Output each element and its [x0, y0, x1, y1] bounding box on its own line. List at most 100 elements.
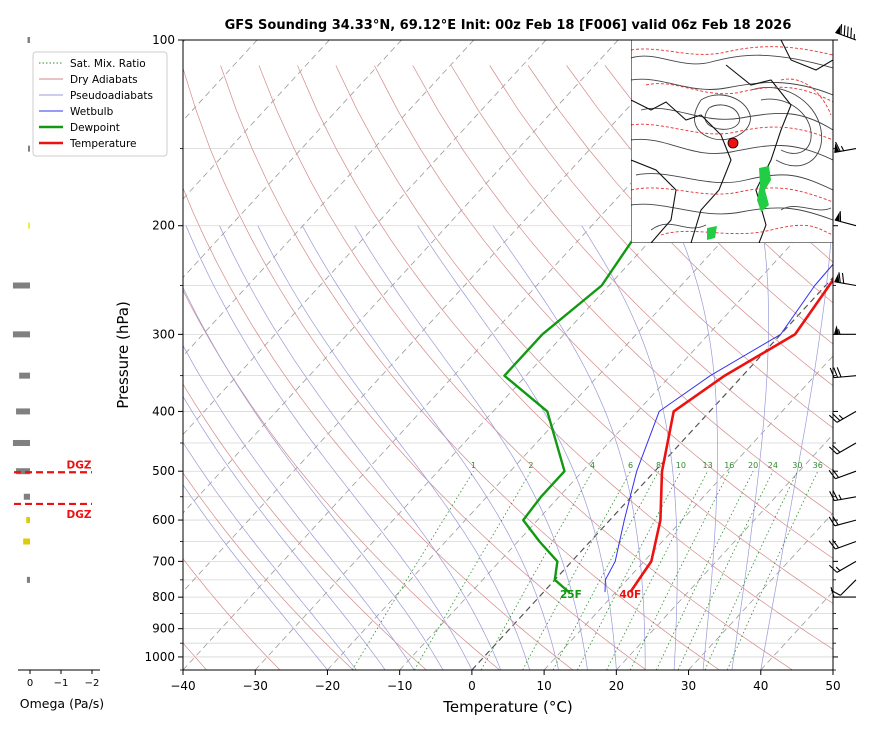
omega-panel: 0 −1 −2 Omega (Pa/s) DGZ DGZ: [12, 37, 104, 711]
mixing-ratio-line: [577, 471, 682, 670]
wind-barb-half: [835, 566, 841, 572]
omega-axis-label: Omega (Pa/s): [20, 696, 104, 711]
y-tick-label: 500: [152, 464, 175, 478]
wind-barb-full: [832, 490, 839, 501]
dry-adiabat: [450, 65, 833, 472]
wind-barb-pennant: [834, 211, 840, 222]
wind-barb-full: [831, 539, 840, 549]
omega-bars: [12, 37, 30, 583]
legend-label: Wetbulb: [70, 106, 114, 118]
wind-barb-full: [828, 414, 838, 423]
profile-lines: [503, 80, 833, 594]
pseudoadiabat: [731, 225, 769, 670]
omega-bar: [12, 331, 30, 338]
series-dewpoint-line: [503, 80, 833, 594]
legend-box: [32, 51, 168, 157]
y-tick-label: 300: [152, 327, 175, 341]
wind-barb-half: [837, 329, 841, 335]
dry-adiabat: [374, 65, 833, 559]
wind-barb-full: [830, 586, 835, 598]
mixing-ratio-line: [606, 471, 708, 670]
series-wetbulb-line: [604, 263, 833, 593]
dry-adiabat: [183, 289, 500, 670]
wind-barb: [829, 367, 857, 379]
wind-barb: [828, 560, 857, 573]
omega-tick-label: −2: [85, 678, 100, 689]
wind-barb-staff: [835, 470, 857, 480]
plot-frame: [182, 39, 834, 671]
dry-adiabat: [183, 187, 574, 670]
legend-item-pseudoadiabats: Pseudoadiabats: [39, 90, 153, 102]
isotherm-gridline: [183, 40, 619, 514]
wind-barb: [834, 141, 857, 153]
x-tick-label: 20: [609, 679, 624, 693]
wind-barb-full: [843, 25, 846, 36]
pseudoadiabat: [257, 225, 531, 670]
wind-barb-pennant: [835, 24, 841, 35]
wind-barb: [834, 325, 856, 335]
x-tick-label: −40: [170, 679, 195, 693]
wind-barb-full: [832, 515, 839, 526]
wind-barb-half: [838, 414, 844, 420]
dgz-label-top: DGZ: [67, 459, 92, 471]
wind-barb-staff: [835, 31, 857, 41]
isotherm-gridline: [183, 40, 475, 357]
omega-bar: [23, 538, 30, 545]
legend: Sat. Mix. Ratio Dry Adiabats Pseudoadiab…: [32, 51, 168, 157]
pseudoadiabat: [183, 441, 357, 670]
mixing-ratio-label: 20: [748, 461, 758, 470]
omega-tick-label: 0: [27, 678, 33, 689]
isotherm-gridline: [399, 198, 833, 670]
wind-barb-full: [841, 272, 845, 284]
wind-barb-full: [840, 24, 843, 35]
wind-barb-full: [836, 367, 842, 378]
wind-barb-full: [835, 141, 841, 152]
chart-title: GFS Sounding 34.33°N, 69.12°E Init: 00z …: [225, 18, 792, 33]
pseudoadiabat: [354, 225, 588, 670]
wind-barb-pennant: [834, 273, 840, 283]
wind-barb-full: [828, 470, 836, 480]
legend-label: Sat. Mix. Ratio: [70, 58, 146, 70]
inset-map: [631, 40, 833, 243]
y-tick-label: 100: [152, 33, 175, 47]
dry-adiabat: [412, 65, 833, 515]
wind-barb-pennant: [834, 143, 840, 153]
background-lines: [183, 40, 833, 670]
wind-barb: [830, 586, 856, 598]
dry-adiabat: [335, 65, 833, 604]
x-axis-label: Temperature (°C): [442, 698, 572, 716]
x-tick-label: 0: [468, 679, 476, 693]
legend-label: Temperature: [69, 138, 137, 150]
wind-barb-full: [838, 272, 841, 283]
wind-barb-full: [829, 367, 835, 378]
legend-label: Dewpoint: [70, 122, 120, 134]
pseudoadiabat: [760, 225, 833, 670]
dry-adiabat: [220, 65, 720, 670]
wind-barb-full: [829, 491, 835, 501]
wind-barb-staff: [834, 519, 857, 527]
mixing-ratio-label: 1: [471, 461, 476, 470]
wind-barb: [834, 211, 857, 227]
pseudoadiabat: [183, 395, 386, 670]
omega-bar: [28, 222, 30, 229]
mixing-ratio-line: [480, 471, 593, 670]
mixing-ratio-label: 30: [792, 461, 802, 470]
series-temperature-line: [629, 277, 833, 593]
pseudoadiabat: [183, 484, 328, 670]
x-tick-label: 10: [536, 679, 551, 693]
wind-barb-full: [828, 446, 838, 455]
legend-item-dry-adiabats: Dry Adiabats: [39, 74, 138, 86]
y-tick-label: 700: [152, 554, 175, 568]
pseudoadiabat: [301, 225, 559, 670]
wind-barb-staff: [834, 496, 857, 502]
omega-bar: [12, 439, 30, 446]
x-tick-label: 40: [753, 679, 768, 693]
mixing-ratio-label: 8: [656, 461, 661, 470]
mixing-ratio-label: 6: [628, 461, 633, 470]
dry-adiabat: [183, 67, 647, 670]
y-tick-label: 900: [152, 622, 175, 636]
omega-bar: [19, 372, 30, 379]
dry-adiabat: [183, 383, 427, 670]
